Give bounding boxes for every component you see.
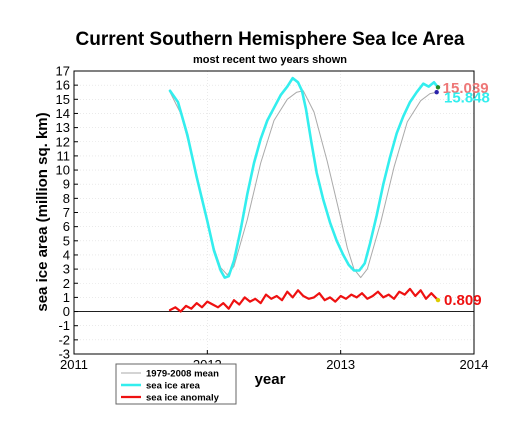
series-line-sea-ice-anomaly	[168, 287, 440, 313]
y-tick-label: 15	[56, 92, 70, 107]
series-end-marker	[435, 297, 441, 303]
chart-title: Current Southern Hemisphere Sea Ice Area	[76, 29, 465, 50]
end-value-label: 0.809	[444, 292, 482, 309]
series-end-marker	[434, 90, 439, 95]
series-end-marker	[435, 85, 441, 90]
y-tick-label: -2	[58, 332, 70, 347]
y-tick-label: 9	[63, 177, 70, 192]
legend-entry-label: 1979-2008 mean	[146, 369, 219, 380]
y-tick-label: 2	[63, 276, 70, 291]
end-value-label: 15.848	[444, 89, 490, 106]
x-tick-label: 2014	[460, 357, 489, 372]
y-tick-label: 17	[56, 64, 70, 79]
y-tick-label: 3	[63, 262, 70, 277]
x-tick-label: 2013	[326, 357, 355, 372]
y-axis-label: sea ice area (million sq. km)	[34, 112, 51, 311]
y-tick-label: 12	[56, 134, 70, 149]
legend-entry-label: sea ice area	[146, 381, 201, 392]
y-tick-label: 10	[56, 163, 70, 178]
chart-subtitle: most recent two years shown	[193, 54, 347, 66]
y-tick-label: -3	[58, 347, 70, 362]
x-axis-label: year	[255, 371, 286, 388]
y-tick-label: 8	[63, 191, 70, 206]
series-layer	[168, 76, 440, 313]
x-tick-label: 2011	[60, 357, 88, 372]
y-tick-label: 16	[56, 78, 70, 93]
y-tick-label: 14	[56, 106, 70, 121]
end-value-label: 15.039	[443, 80, 489, 97]
y-tick-label: 7	[63, 205, 70, 220]
y-tick-label: 1	[63, 290, 70, 305]
y-tick-label: 4	[63, 247, 70, 262]
legend-entry-label: sea ice anomaly	[146, 393, 220, 404]
plot-frame	[73, 70, 475, 355]
series-line-sea-ice-area	[168, 76, 440, 279]
y-tick-label: 6	[63, 219, 70, 234]
y-tick-label: 0	[63, 304, 70, 319]
y-tick-label: 13	[56, 120, 70, 135]
y-tick-label: 11	[57, 148, 71, 163]
y-tick-label: 5	[63, 233, 70, 248]
y-tick-label: -1	[58, 318, 70, 333]
